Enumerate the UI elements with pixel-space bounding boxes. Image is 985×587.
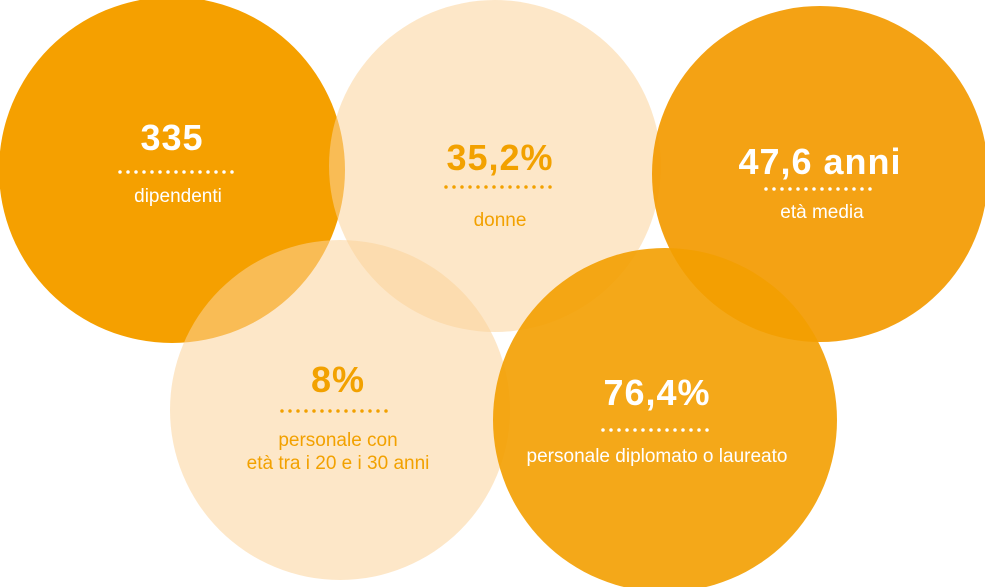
stat-dipendenti: 335 dipendenti — [118, 117, 238, 207]
circle-eta — [652, 6, 985, 342]
stat-label: personale diplomato o laureato — [527, 446, 788, 467]
stat-donne: 35,2% donne — [444, 137, 558, 231]
circle-dipendenti — [0, 0, 345, 343]
stat-diplomati: 76,4% personale diplomato o laureato — [527, 372, 788, 467]
circle-donne — [329, 0, 661, 332]
stat-label: donne — [474, 210, 527, 231]
circle-diplomati — [493, 248, 837, 587]
stat-label: dipendenti — [134, 186, 222, 207]
stat-value: 35,2% — [446, 137, 553, 178]
circle-giovani — [170, 240, 510, 580]
stat-value: 8% — [311, 359, 365, 400]
stat-eta: 47,6 anni età media — [738, 141, 901, 223]
stat-label: età media — [780, 202, 864, 223]
stat-label: età tra i 20 e i 30 anni — [247, 453, 430, 474]
stat-giovani: 8% personale con età tra i 20 e i 30 ann… — [247, 359, 430, 474]
stat-value: 335 — [140, 117, 203, 158]
stat-value: 47,6 anni — [738, 141, 901, 182]
stat-label: personale con — [278, 430, 397, 451]
stat-value: 76,4% — [603, 372, 710, 413]
